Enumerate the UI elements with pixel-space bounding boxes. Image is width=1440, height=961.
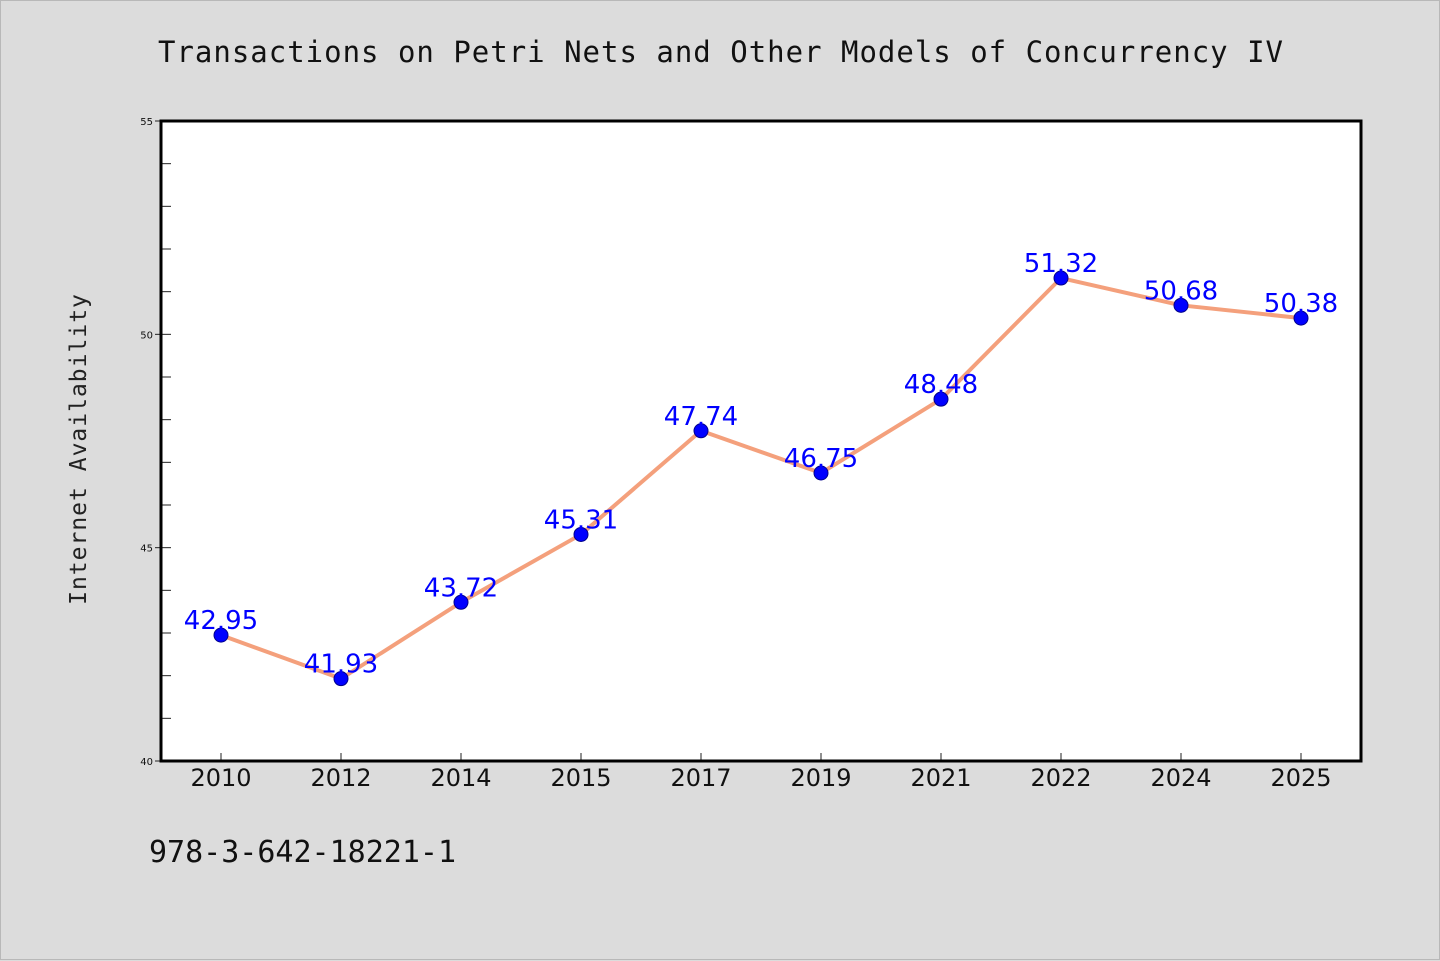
data-label: 41.93 <box>304 650 378 680</box>
x-tick-label: 2015 <box>550 764 611 792</box>
x-tick-label: 2017 <box>670 764 731 792</box>
y-tick-label: 55 <box>140 117 153 128</box>
x-tick-label: 2019 <box>790 764 851 792</box>
isbn-text: 978-3-642-18221-1 <box>149 835 457 870</box>
data-label: 42.95 <box>184 606 258 636</box>
data-point <box>813 465 829 481</box>
x-tick-label: 2025 <box>1270 764 1331 792</box>
data-point <box>573 526 589 542</box>
data-point <box>1173 297 1189 313</box>
data-label: 46.75 <box>784 444 858 474</box>
data-label: 50.38 <box>1264 289 1338 319</box>
x-tick-label: 2024 <box>1150 764 1211 792</box>
chart-title: Transactions on Petri Nets and Other Mod… <box>157 35 1285 69</box>
series-line <box>219 276 1303 681</box>
data-label: 47.74 <box>664 402 738 432</box>
data-label: 51.32 <box>1024 249 1098 279</box>
data-point <box>213 627 229 643</box>
data-point <box>933 391 949 407</box>
data-point <box>333 671 349 687</box>
data-label: 45.31 <box>544 505 618 535</box>
data-label: 43.72 <box>424 573 498 603</box>
data-point <box>453 594 469 610</box>
data-point <box>693 423 709 439</box>
data-point <box>1053 270 1069 286</box>
y-tick-label: 40 <box>140 757 153 768</box>
x-tick-label: 2014 <box>430 764 491 792</box>
data-label: 48.48 <box>904 370 978 400</box>
data-point <box>1293 310 1309 326</box>
data-label: 50.68 <box>1144 276 1218 306</box>
y-tick-label: 50 <box>140 330 153 341</box>
x-tick-label: 2012 <box>310 764 371 792</box>
x-tick-label: 2010 <box>190 764 251 792</box>
plot-area <box>161 121 1361 761</box>
y-tick-label: 45 <box>140 544 153 555</box>
x-tick-label: 2022 <box>1030 764 1091 792</box>
plot-frame <box>159 119 1363 763</box>
x-tick-label: 2021 <box>910 764 971 792</box>
